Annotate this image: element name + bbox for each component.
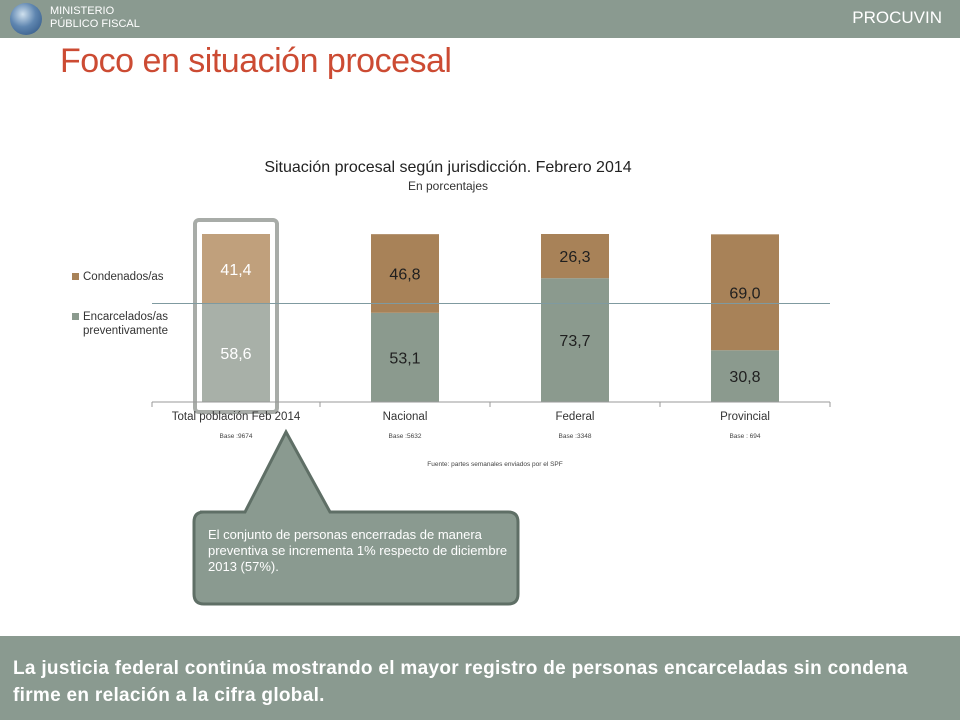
chart-title: Situación procesal según jurisdicción. F… bbox=[264, 159, 631, 176]
category-label: Nacional bbox=[383, 411, 428, 423]
data-label-condenados: 41,4 bbox=[220, 262, 251, 279]
footer-bar bbox=[0, 636, 960, 720]
ministerio-logo-icon bbox=[10, 3, 42, 35]
data-label-preventivos: 53,1 bbox=[389, 350, 420, 367]
category-label: Federal bbox=[556, 411, 595, 423]
legend-swatch-condenados bbox=[72, 273, 79, 280]
brand-label: PROCUVIN bbox=[852, 8, 942, 27]
highlight-frame bbox=[193, 218, 279, 414]
base-label: Base :3348 bbox=[559, 433, 592, 440]
data-label-condenados: 26,3 bbox=[559, 249, 590, 266]
page-title: Foco en situación procesal bbox=[60, 42, 452, 80]
legend-label-preventivos: Encarcelados/as preventivamente bbox=[83, 311, 168, 337]
base-label: Base : 694 bbox=[729, 433, 760, 440]
legend-label-condenados: Condenados/as bbox=[83, 271, 164, 283]
bar-preventivos bbox=[371, 312, 439, 402]
bar-condenados bbox=[711, 234, 779, 351]
base-label: Base :5632 bbox=[389, 433, 422, 440]
data-label-preventivos: 73,7 bbox=[559, 333, 590, 350]
bar-preventivos bbox=[711, 350, 779, 402]
bar-preventivos bbox=[541, 278, 609, 402]
chart-subtitle: En porcentajes bbox=[408, 179, 488, 193]
bar-condenados bbox=[541, 234, 609, 279]
bar-condenados bbox=[202, 234, 270, 304]
top-bar: MINISTERIO PÚBLICO FISCAL PROCUVIN bbox=[0, 0, 960, 38]
data-label-condenados: 69,0 bbox=[729, 285, 760, 302]
footer-text: La justicia federal continúa mostrando e… bbox=[13, 658, 908, 706]
callout-bubble bbox=[192, 428, 520, 606]
bar-condenados bbox=[371, 234, 439, 313]
data-label-preventivos: 30,8 bbox=[729, 369, 760, 386]
base-label: Base :9674 bbox=[220, 433, 253, 440]
category-label: Total población Feb 2014 bbox=[172, 411, 301, 423]
data-label-condenados: 46,8 bbox=[389, 266, 420, 283]
logo-text: MINISTERIO PÚBLICO FISCAL bbox=[50, 5, 140, 31]
legend-swatch-preventivos bbox=[72, 313, 79, 320]
source-note: Fuente: partes semanales enviados por el… bbox=[427, 461, 563, 468]
callout-text: El conjunto de personas encerradas de ma… bbox=[208, 527, 508, 574]
data-label-preventivos: 58,6 bbox=[220, 346, 251, 363]
category-label: Provincial bbox=[720, 411, 770, 423]
bar-preventivos bbox=[202, 303, 270, 402]
logo-line1: MINISTERIO bbox=[50, 5, 115, 17]
logo-line2: PÚBLICO FISCAL bbox=[50, 18, 140, 30]
